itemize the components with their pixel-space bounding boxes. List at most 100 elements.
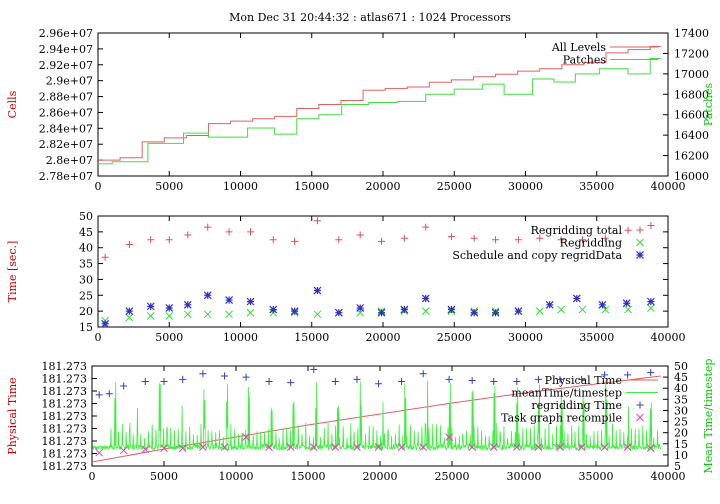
series-regridding-time: regridding Time xyxy=(95,365,655,412)
y-tick-label: 15 xyxy=(79,321,93,334)
data-point xyxy=(146,302,155,311)
y-tick-label: 2.88e+07 xyxy=(39,91,93,104)
data-point xyxy=(335,236,343,244)
data-point xyxy=(514,236,522,244)
data-point xyxy=(623,443,632,451)
x-tick-label: 30000 xyxy=(507,470,542,483)
x-tick-label: 25000 xyxy=(437,180,472,193)
series-line xyxy=(98,58,661,165)
data-point xyxy=(290,307,299,316)
y-tick-label: 2.8e+07 xyxy=(46,154,93,167)
x-tick-label: 5000 xyxy=(155,180,183,193)
data-point xyxy=(646,444,655,453)
data-point xyxy=(160,378,168,386)
data-point xyxy=(95,391,103,399)
y-tick-label: 181.273 xyxy=(42,385,88,398)
legend-marker xyxy=(636,401,644,409)
x-tick-label: 15000 xyxy=(294,180,329,193)
data-point xyxy=(242,373,250,381)
y-tick-label: 181.273 xyxy=(42,410,88,423)
x-tick-label: 35000 xyxy=(579,180,614,193)
y-axis-label: Physical Time xyxy=(6,377,19,454)
data-point xyxy=(160,444,168,453)
data-point xyxy=(220,443,229,451)
y-tick-label: 25 xyxy=(79,289,93,302)
data-point xyxy=(490,378,498,386)
y-tick-label: 45 xyxy=(79,226,93,239)
data-point xyxy=(313,217,321,225)
y-tick-label: 181.273 xyxy=(42,373,88,386)
y2-tick-label: 45 xyxy=(674,371,688,384)
x-tick-label: 20000 xyxy=(366,180,401,193)
data-point xyxy=(579,236,586,244)
data-point xyxy=(225,228,233,236)
data-point xyxy=(141,445,150,454)
data-point xyxy=(535,307,544,315)
data-point xyxy=(125,241,133,249)
data-point xyxy=(470,234,478,242)
data-point xyxy=(183,310,192,319)
data-point xyxy=(534,375,542,383)
y-tick-label: 50 xyxy=(79,210,93,223)
y2-tick-label: 16600 xyxy=(674,109,709,122)
data-point xyxy=(178,444,187,453)
data-point xyxy=(514,307,523,316)
data-point xyxy=(622,299,631,308)
x-tick-label: 40000 xyxy=(651,180,686,193)
data-point xyxy=(286,443,295,451)
y2-tick-label: 16400 xyxy=(674,129,709,142)
x-tick-label: 5000 xyxy=(155,331,183,344)
data-point xyxy=(125,307,134,316)
legend-label: All Levels xyxy=(551,41,607,54)
data-point xyxy=(269,305,278,314)
data-point xyxy=(572,294,581,303)
legend-label: Regridding total xyxy=(531,224,623,237)
data-point xyxy=(545,300,554,309)
data-point xyxy=(203,291,212,300)
data-point xyxy=(398,378,406,386)
x-tick-label: 20000 xyxy=(366,331,401,344)
data-point xyxy=(246,297,255,306)
data-point xyxy=(179,375,187,383)
y-tick-label: 2.86e+07 xyxy=(39,106,93,119)
y-tick-label: 2.96e+07 xyxy=(39,27,93,40)
data-point xyxy=(421,294,430,303)
y-tick-label: 20 xyxy=(79,305,93,318)
data-point xyxy=(105,390,113,398)
legend-label: Task graph recompile xyxy=(501,412,622,425)
y-tick-label: 181.273 xyxy=(42,423,88,436)
data-point xyxy=(513,378,521,386)
legend-label: regridding Time xyxy=(531,399,622,412)
data-point xyxy=(287,379,295,387)
data-point xyxy=(512,443,521,451)
y-tick-label: 30 xyxy=(79,273,93,286)
y2-tick-label: 17000 xyxy=(674,68,709,81)
data-point xyxy=(203,310,212,319)
y2-tick-label: 16800 xyxy=(674,88,709,101)
data-point xyxy=(331,443,340,451)
y-tick-label: 2.92e+07 xyxy=(39,59,93,72)
legend-marker xyxy=(636,413,644,422)
data-point xyxy=(492,236,500,244)
legend-marker xyxy=(636,251,644,259)
y-tick-label: 2.84e+07 xyxy=(39,122,93,135)
legend-label: Physical Time xyxy=(545,374,622,387)
data-point xyxy=(377,308,386,317)
y2-tick-label: 20 xyxy=(674,427,688,440)
series-physical-time: Physical Time xyxy=(91,374,661,463)
y2-tick-label: 40 xyxy=(674,382,688,395)
data-point xyxy=(647,369,655,377)
legend-label: Regridding xyxy=(560,237,622,250)
y-tick-label: 181.273 xyxy=(42,448,88,461)
y2-tick-label: 5 xyxy=(674,460,681,473)
x-tick-label: 15000 xyxy=(294,331,329,344)
x-tick-label: 10000 xyxy=(219,470,254,483)
data-point xyxy=(269,236,277,244)
data-point xyxy=(225,310,233,319)
data-point xyxy=(534,443,543,451)
x-tick-label: 0 xyxy=(95,331,102,344)
x-tick-label: 25000 xyxy=(435,470,470,483)
series-line xyxy=(92,380,662,452)
data-point xyxy=(647,304,655,312)
series-regridding-total: Regridding total xyxy=(101,217,655,261)
